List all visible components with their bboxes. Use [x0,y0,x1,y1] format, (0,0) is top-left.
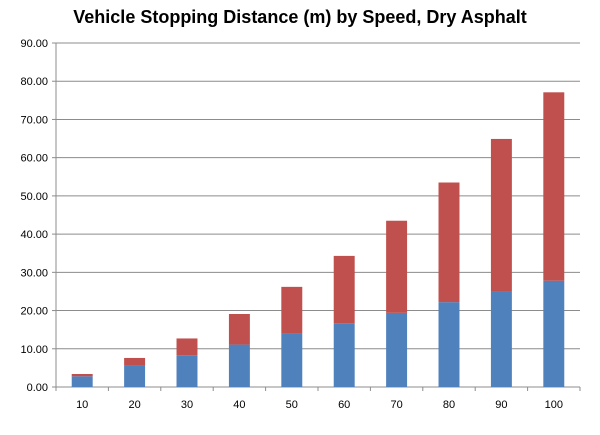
y-tick-label: 30.00 [20,267,48,279]
y-tick-label: 50.00 [20,191,48,203]
y-tick-label: 20.00 [20,306,48,318]
bar-segment-series-2 [71,374,93,377]
bar-segment-series-1 [124,365,146,387]
y-tick-label: 80.00 [20,76,48,88]
y-tick-label: 90.00 [20,38,48,50]
bar-segment-series-2 [333,255,355,324]
x-tick-label: 70 [390,399,402,411]
bar-segment-series-2 [386,220,408,313]
x-tick-label: 90 [495,399,507,411]
bar-segment-series-2 [228,313,250,345]
bar-segment-series-1 [176,355,198,387]
bar-segment-series-1 [281,333,303,387]
x-tick-label: 100 [545,399,563,411]
bar-segment-series-1 [543,280,565,387]
bar-segment-series-2 [490,138,512,292]
y-tick-label: 40.00 [20,229,48,241]
x-tick-label: 10 [76,399,88,411]
chart-title: Vehicle Stopping Distance (m) by Speed, … [73,7,527,27]
bar-segment-series-2 [124,357,146,366]
x-tick-label: 60 [338,399,350,411]
bar-segment-series-2 [543,92,565,281]
x-tick-label: 20 [128,399,140,411]
y-tick-label: 70.00 [20,114,48,126]
bar-segment-series-1 [438,302,460,387]
x-tick-label: 40 [233,399,245,411]
bar-segment-series-1 [490,291,512,387]
bar-segment-series-2 [176,338,198,356]
bar-segment-series-2 [281,286,303,334]
bar-segment-series-2 [438,182,460,303]
bar-segment-series-1 [228,344,250,387]
bar-segment-series-1 [386,312,408,387]
y-tick-label: 0.00 [27,382,48,394]
bar-segment-series-1 [71,376,93,387]
x-tick-label: 50 [286,399,298,411]
bar-segment-series-1 [333,323,355,387]
y-tick-label: 10.00 [20,344,48,356]
x-tick-label: 80 [443,399,455,411]
x-tick-label: 30 [181,399,193,411]
y-tick-label: 60.00 [20,153,48,165]
